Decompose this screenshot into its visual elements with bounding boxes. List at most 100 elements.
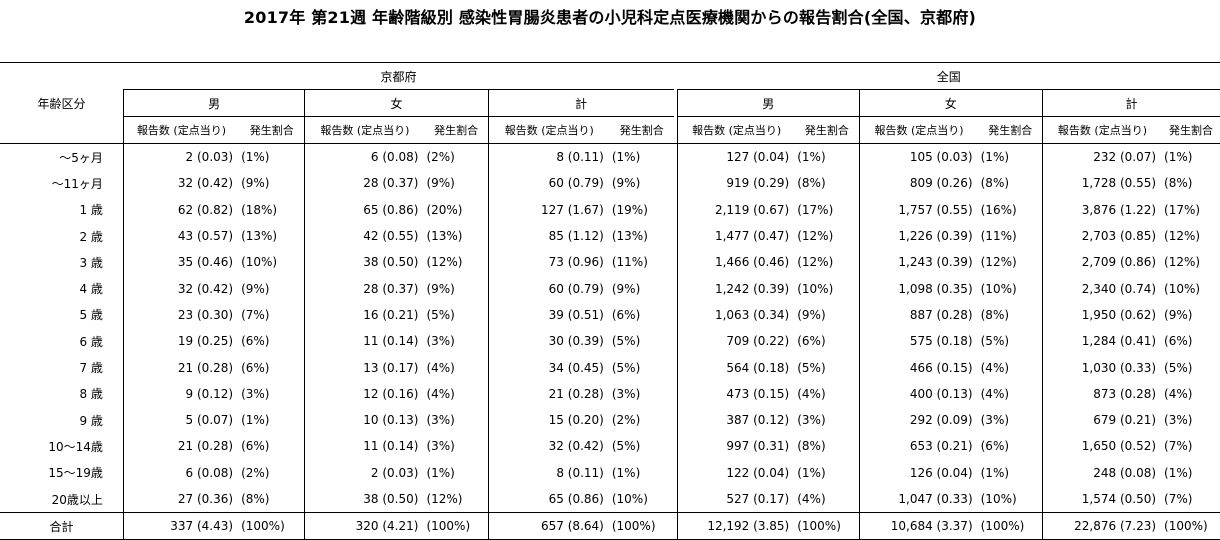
rate-cell: (3%) [1164, 413, 1193, 428]
age-cell: ～5ヶ月 [0, 143, 124, 171]
page-title: 2017年 第21週 年齢階級別 感染性胃腸炎患者の小児科定点医療機関からの報告… [243, 8, 977, 27]
rate-cell: (6%) [241, 334, 270, 349]
rate-cell: (1%) [609, 143, 674, 171]
table-row: 4 歳 32 (0.42) (9%) 28 (0.37) (9%) 60 (0.79) (9… [0, 275, 1220, 302]
rate-cell: (13%) [241, 229, 278, 244]
rate-cell: (12%) [426, 255, 463, 270]
table-body: ～5ヶ月 2 (0.03) (1%) 6 (0.08) (2%) 8 (0.11) (1%)… [0, 143, 1220, 540]
rate-cell: (17%) [1164, 202, 1201, 217]
table-row: 2 歳 43 (0.57) (13%) 42 (0.55) (13%) 85 (1.12)… [0, 222, 1220, 250]
count-cell: 1,650 (0.52) [1041, 433, 1163, 460]
count-cell: 1,243 (0.39) [858, 249, 979, 276]
sex-header: 女 [304, 89, 489, 117]
rate-cell: (7%) [241, 307, 270, 322]
count-cell: 30 (0.39) [487, 328, 610, 355]
rate-cell: (1%) [426, 465, 455, 480]
count-cell: 1,477 (0.47) [677, 222, 796, 250]
rate-cell: (100%) [795, 512, 859, 540]
count-cell: 15 (0.20) [487, 406, 610, 434]
count-header: 報告数 (定点当り) [304, 116, 425, 144]
rate-cell: (10%) [797, 281, 834, 296]
count-cell: 43 (0.57) [122, 222, 240, 250]
count-cell: 887 (0.28) [858, 301, 979, 329]
rate-cell: (12%) [1164, 229, 1201, 244]
count-cell: 919 (0.29) [677, 170, 796, 197]
count-cell: 564 (0.18) [677, 354, 796, 381]
count-cell: 997 (0.31) [677, 433, 796, 460]
rate-cell: (9%) [241, 281, 270, 296]
count-cell: 39 (0.51) [487, 301, 610, 329]
rate-cell: (5%) [611, 439, 641, 454]
rate-cell: (3%) [426, 413, 455, 428]
count-cell: 13 (0.17) [304, 354, 425, 381]
rate-cell: (19%) [611, 202, 648, 217]
rate-cell: (7%) [1164, 492, 1193, 506]
rate-cell: (10%) [611, 492, 648, 506]
rate-cell: (3%) [426, 439, 455, 454]
rate-cell: (5%) [797, 360, 826, 375]
rate-cell: (20%) [426, 202, 463, 217]
rate-cell: (8%) [797, 439, 826, 454]
rate-cell: (100%) [1162, 512, 1220, 540]
count-cell: 21 (0.28) [487, 380, 610, 407]
rate-cell: (9%) [426, 281, 455, 296]
count-cell: 10 (0.13) [304, 406, 425, 434]
rate-cell: (9%) [241, 176, 270, 191]
age-cell: 1 歳 [79, 203, 103, 218]
rate-cell: (5%) [611, 334, 641, 349]
age-cell: 4 歳 [79, 282, 103, 297]
count-cell: 809 (0.26) [858, 170, 979, 197]
count-cell: 575 (0.18) [858, 328, 979, 355]
count-cell: 1,574 (0.50) [1041, 485, 1163, 513]
age-cell: 8 歳 [79, 387, 103, 402]
count-header: 報告数 (定点当り) [1041, 116, 1163, 144]
rate-cell: (3%) [241, 386, 270, 401]
count-cell: 1,242 (0.39) [677, 275, 796, 302]
count-cell: 2,119 (0.67) [677, 196, 796, 223]
rate-header: 発生割合 [1169, 124, 1214, 137]
count-cell: 6 (0.08) [122, 459, 240, 486]
count-cell: 657 (8.64) [487, 512, 610, 540]
count-cell: 21 (0.28) [122, 354, 240, 381]
rate-cell: (2%) [241, 465, 270, 480]
count-cell: 32 (0.42) [487, 433, 610, 460]
count-cell: 85 (1.12) [487, 222, 610, 250]
rate-cell: (13%) [611, 229, 648, 244]
rate-cell: (3%) [980, 413, 1010, 428]
rate-cell: (13%) [426, 229, 463, 244]
rate-cell: (10%) [241, 255, 278, 270]
count-cell: 400 (0.13) [858, 380, 979, 407]
age-cell: 3 歳 [79, 255, 103, 270]
rate-cell: (4%) [797, 492, 826, 506]
count-cell: 19 (0.25) [122, 328, 240, 355]
count-cell: 1,047 (0.33) [858, 485, 979, 513]
rate-cell: (7%) [1164, 439, 1193, 454]
count-cell: 60 (0.79) [487, 170, 610, 197]
age-cell: 10～14歳 [48, 439, 103, 454]
count-cell: 527 (0.17) [677, 485, 796, 513]
rate-cell: (1%) [1164, 465, 1193, 480]
age-cell: 7 歳 [79, 361, 103, 376]
rate-cell: (3%) [797, 413, 826, 428]
rate-cell: (100%) [424, 512, 489, 540]
table-row: 10～14歳 21 (0.28) (6%) 11 (0.14) (3%) 32 (0.42… [0, 433, 1220, 460]
count-cell: 12,192 (3.85) [677, 512, 796, 540]
count-header: 報告数 (定点当り) [677, 116, 796, 144]
rate-cell: (12%) [426, 492, 463, 506]
rate-cell: (6%) [611, 307, 641, 322]
count-cell: 28 (0.37) [304, 170, 425, 197]
count-cell: 122 (0.04) [677, 459, 796, 486]
count-cell: 12 (0.16) [304, 380, 425, 407]
region-header-national: 全国 [677, 62, 1220, 90]
count-cell: 2,340 (0.74) [1041, 275, 1163, 302]
rate-cell: (6%) [1164, 334, 1193, 349]
count-cell: 1,098 (0.35) [858, 275, 979, 302]
rate-cell: (12%) [980, 255, 1017, 270]
count-cell: 1,226 (0.39) [858, 222, 979, 250]
rate-cell: (12%) [797, 229, 834, 244]
table-row: ～5ヶ月 2 (0.03) (1%) 6 (0.08) (2%) 8 (0.11) (1%)… [0, 143, 1220, 171]
rate-cell: (10%) [1164, 281, 1201, 296]
count-cell: 32 (0.42) [122, 170, 240, 197]
age-cell: 2 歳 [79, 229, 103, 244]
